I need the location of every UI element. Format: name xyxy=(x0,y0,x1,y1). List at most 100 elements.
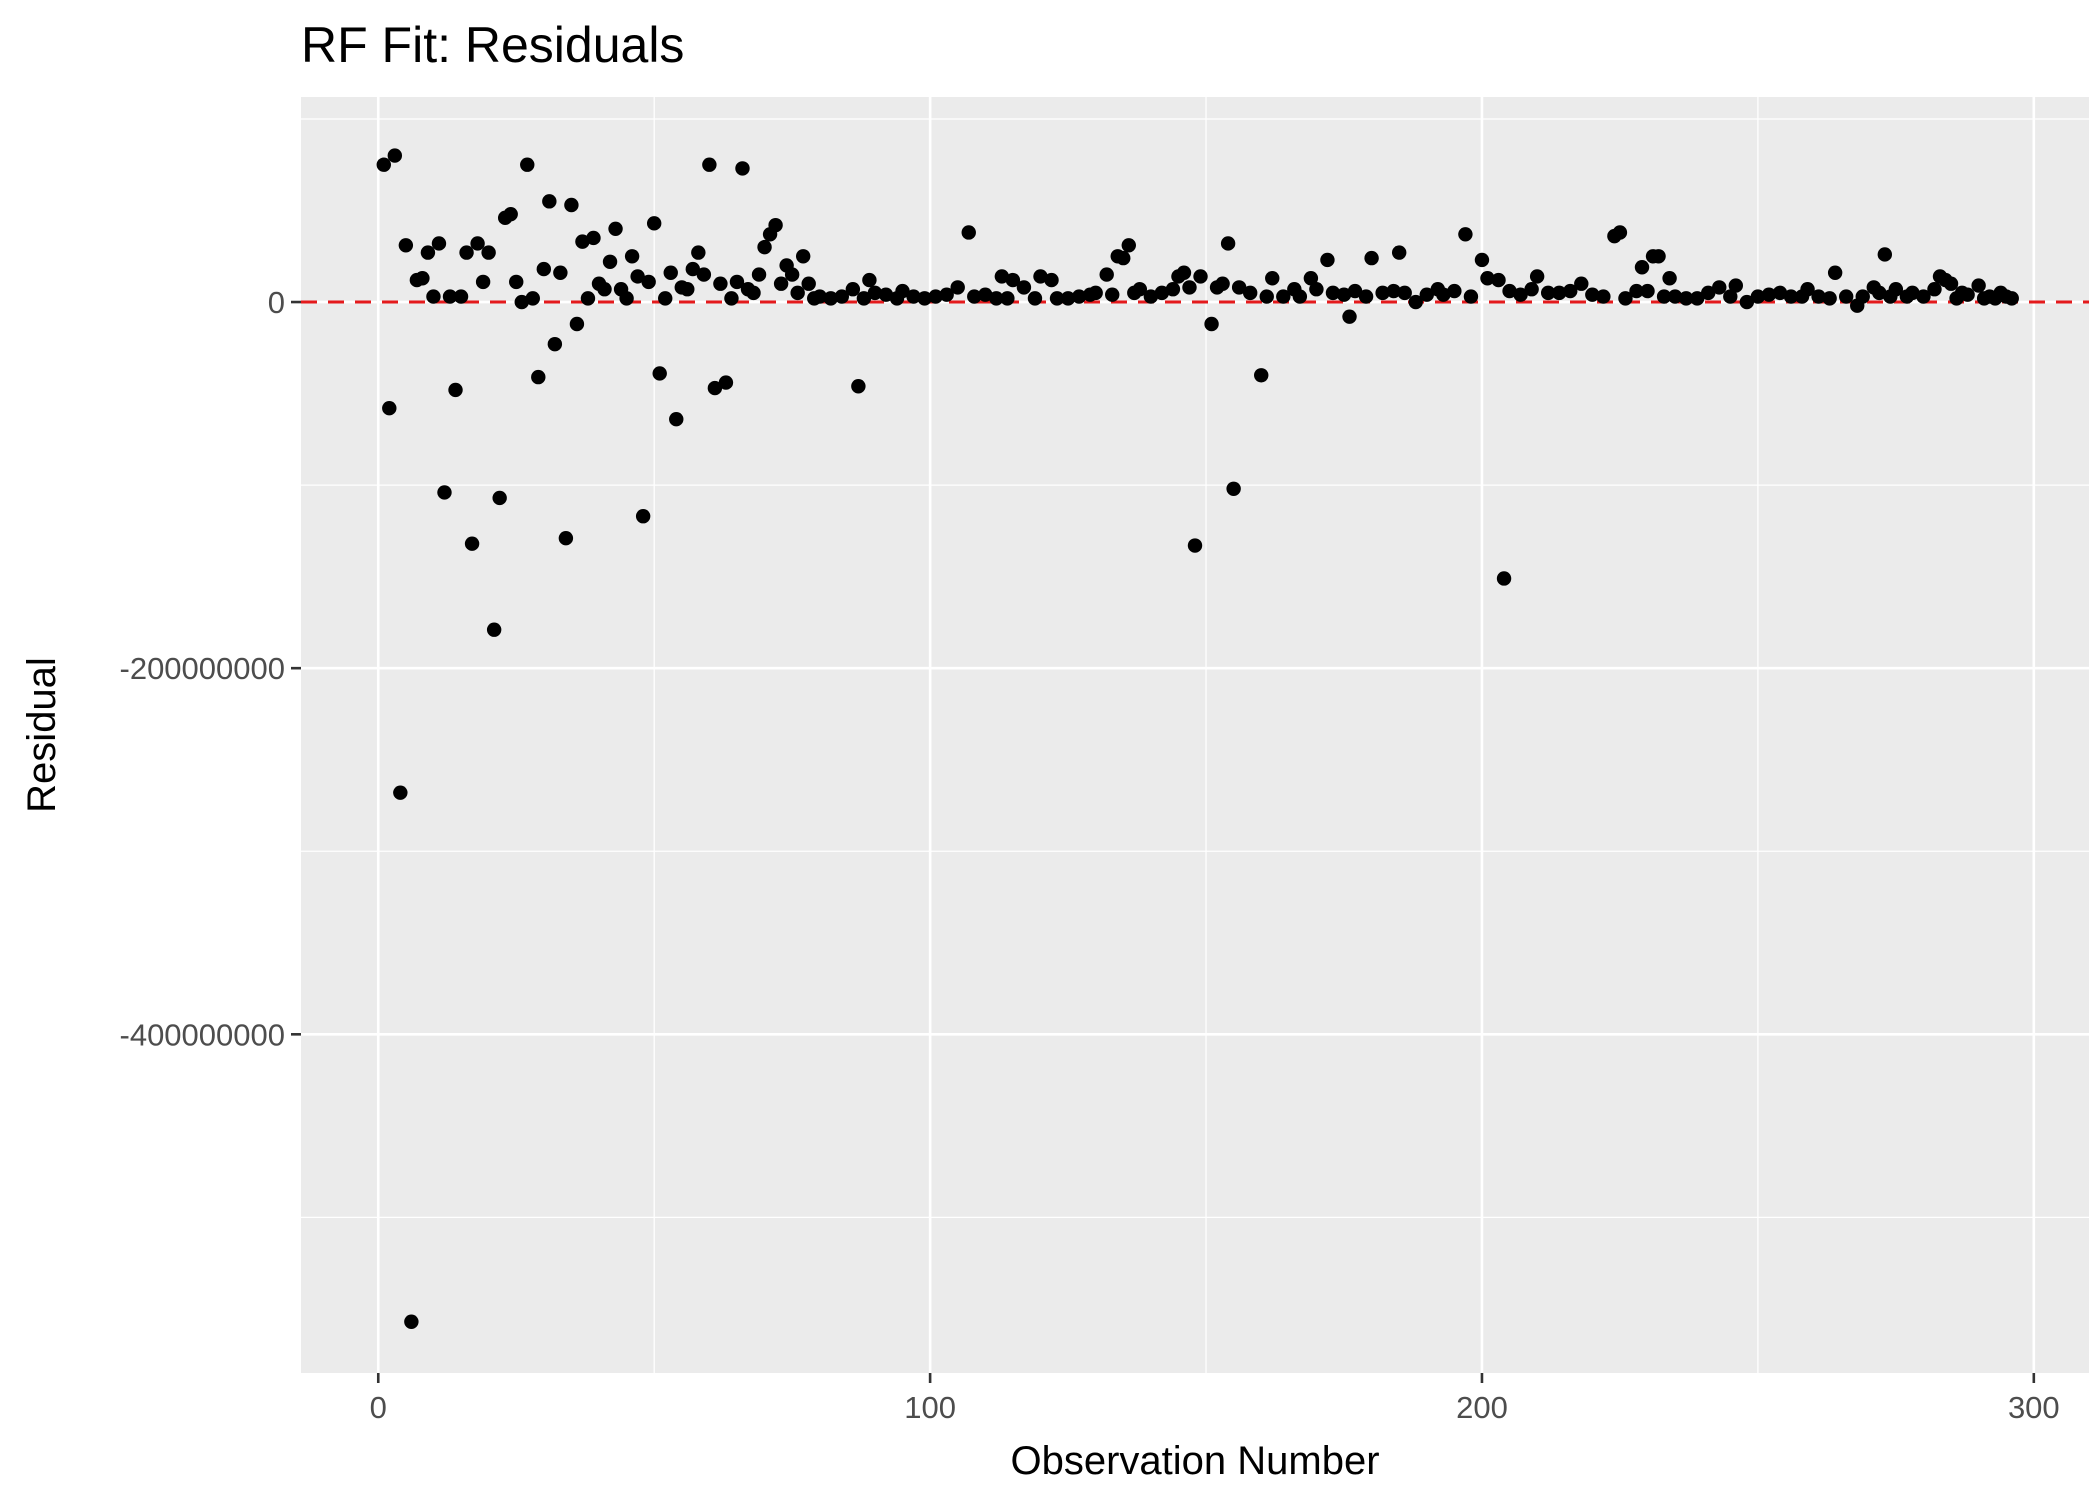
data-point xyxy=(1121,238,1136,253)
data-point xyxy=(1800,282,1815,297)
data-point xyxy=(1215,276,1230,291)
data-point xyxy=(735,161,750,176)
data-point xyxy=(1375,285,1390,301)
data-point xyxy=(994,269,1010,284)
data-point xyxy=(2004,291,2019,306)
data-point xyxy=(602,254,618,269)
data-point xyxy=(1105,287,1120,302)
data-point xyxy=(1783,289,1799,304)
data-point xyxy=(624,249,640,264)
data-point xyxy=(1480,271,1495,286)
data-point xyxy=(939,287,954,302)
data-point xyxy=(751,267,767,282)
data-point xyxy=(1027,291,1043,306)
data-point xyxy=(1176,265,1192,280)
data-point xyxy=(1612,225,1628,240)
data-point xyxy=(1060,291,1076,306)
data-point xyxy=(718,375,734,390)
data-point xyxy=(1016,280,1032,295)
data-point xyxy=(520,157,535,172)
data-point xyxy=(1336,287,1352,302)
data-point xyxy=(580,291,596,306)
data-point xyxy=(1667,289,1683,304)
data-point xyxy=(1574,276,1589,291)
data-point xyxy=(1855,289,1870,304)
data-point xyxy=(1182,280,1197,295)
data-point xyxy=(1204,316,1219,332)
data-point xyxy=(663,265,678,280)
data-point xyxy=(773,276,789,291)
data-point xyxy=(1491,272,1506,288)
data-point xyxy=(696,267,712,282)
data-point xyxy=(669,412,684,427)
data-point xyxy=(680,282,695,297)
data-point xyxy=(459,245,474,260)
data-point xyxy=(1044,272,1059,288)
data-point xyxy=(630,269,645,284)
data-point xyxy=(453,289,469,304)
data-point xyxy=(597,282,612,297)
data-point xyxy=(1761,287,1777,302)
data-point xyxy=(784,267,800,282)
data-point xyxy=(961,225,976,240)
data-point xyxy=(509,274,524,290)
data-point xyxy=(1447,283,1462,299)
y-axis: 0 -200000000 -400000000 xyxy=(120,285,301,1052)
data-point xyxy=(1585,287,1600,302)
chart-title: RF Fit: Residuals xyxy=(301,17,684,73)
data-point xyxy=(1254,368,1269,383)
data-point xyxy=(569,316,585,332)
data-point xyxy=(1662,271,1677,286)
data-point xyxy=(1772,285,1788,301)
data-point xyxy=(475,274,491,290)
data-point xyxy=(536,261,552,277)
data-point xyxy=(1474,252,1490,268)
minor-gridlines xyxy=(301,97,2089,1373)
data-point xyxy=(729,274,745,290)
data-point xyxy=(1071,289,1087,304)
data-point xyxy=(619,291,634,306)
data-point xyxy=(1656,289,1672,304)
data-point xyxy=(707,380,723,396)
data-point xyxy=(558,530,574,546)
data-point xyxy=(376,157,391,172)
data-point xyxy=(950,280,965,295)
data-point xyxy=(646,216,662,231)
data-point xyxy=(1242,285,1258,301)
data-point xyxy=(851,379,866,394)
data-point xyxy=(1712,280,1727,295)
y-tick-label: 0 xyxy=(268,285,285,320)
data-point xyxy=(398,238,414,253)
data-point xyxy=(1728,278,1744,293)
data-point xyxy=(1347,283,1363,299)
data-point xyxy=(1231,280,1247,295)
data-point xyxy=(1187,538,1203,553)
data-point xyxy=(1552,285,1567,301)
data-point xyxy=(1618,291,1633,306)
data-point xyxy=(1226,481,1241,496)
data-point xyxy=(691,245,706,260)
data-point xyxy=(917,291,932,306)
data-point xyxy=(713,276,728,291)
data-point xyxy=(1822,291,1837,306)
data-point xyxy=(1943,276,1959,291)
data-point xyxy=(928,289,943,304)
data-point xyxy=(1408,294,1423,310)
data-point xyxy=(1342,309,1357,324)
data-point xyxy=(658,291,673,306)
data-point xyxy=(862,272,877,288)
data-point xyxy=(757,239,772,255)
data-point xyxy=(1391,245,1407,260)
data-point xyxy=(812,289,827,304)
y-axis-title: Residual xyxy=(20,657,64,813)
data-point xyxy=(420,245,436,260)
data-point xyxy=(1496,571,1512,586)
data-point xyxy=(1116,250,1131,266)
data-point xyxy=(856,291,872,306)
data-point xyxy=(790,285,805,301)
data-point xyxy=(1358,289,1374,304)
data-point xyxy=(1320,252,1335,268)
data-point xyxy=(1529,269,1545,284)
data-point xyxy=(1132,282,1148,297)
